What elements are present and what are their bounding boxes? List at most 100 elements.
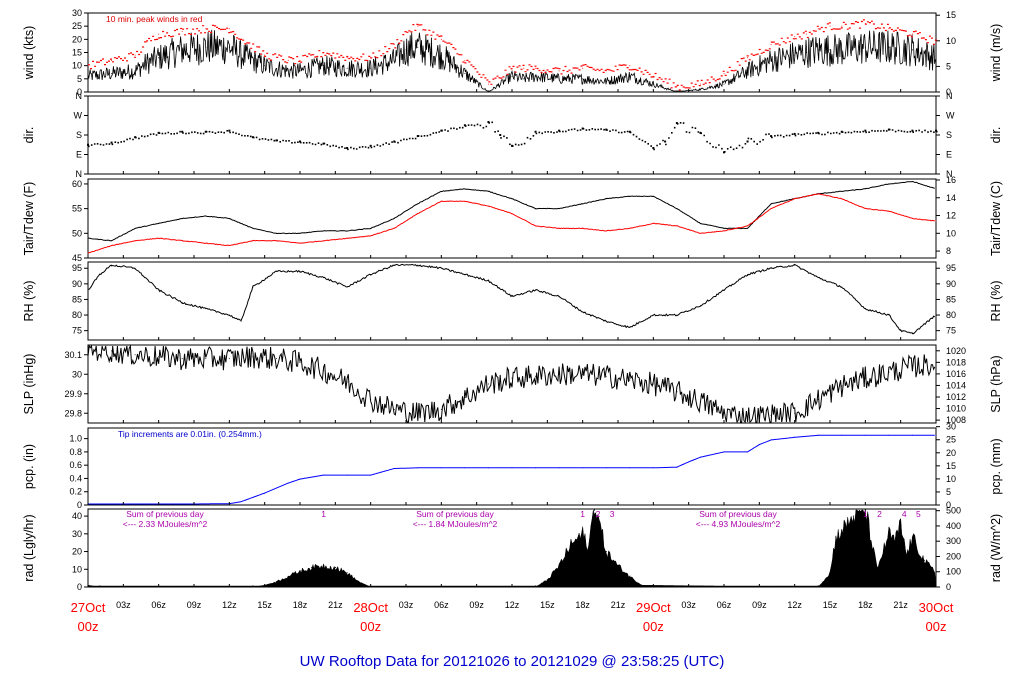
data-point-slp [87, 348, 89, 350]
data-point-slp [535, 375, 537, 377]
data-point-dir [864, 129, 867, 132]
data-point-wind [558, 78, 560, 80]
chart-title: UW Rooftop Data for 20121026 to 20121029… [300, 653, 725, 670]
day-note-line1: Sum of previous day [416, 509, 494, 519]
day-label-hour: 00z [360, 619, 381, 634]
data-point-temp [676, 225, 678, 227]
data-point-dir [157, 131, 160, 134]
data-point-slp [699, 401, 701, 403]
x-tick-label: 15z [257, 600, 272, 610]
y-tick-label-left-dir: N [76, 91, 83, 101]
data-point-rh [181, 302, 183, 304]
data-point-rad [835, 536, 837, 538]
y-tick-label-right-slp: 1012 [946, 392, 966, 402]
data-point-wind [158, 33, 160, 35]
y-tick-label-left-pcp: 0 [77, 500, 82, 510]
data-point-temp [487, 205, 489, 207]
data-point-rad [252, 585, 254, 587]
data-point-slp [205, 358, 207, 360]
data-point-pcp [346, 474, 348, 476]
data-point-wind [829, 49, 831, 51]
data-point-wind [158, 57, 160, 59]
y-tick-label-left-wind: 10 [72, 61, 82, 71]
data-point-wind [582, 67, 584, 69]
radiation-marker: 1 [863, 509, 868, 519]
y-axis-label-right-temp: Tair/Tdew (C) [989, 181, 1003, 256]
day-label-date: 28Oct [353, 600, 388, 615]
y-tick-label-left-slp: 30 [72, 369, 82, 379]
data-point-dir [87, 143, 89, 146]
data-point-rad [311, 566, 313, 569]
x-tick-label: 18z [858, 600, 873, 610]
data-point-wind [523, 78, 525, 80]
data-point-temp [652, 195, 654, 197]
data-point-slp [464, 397, 466, 399]
y-tick-label-left-rh: 95 [72, 263, 82, 273]
radiation-marker: 2 [877, 509, 882, 519]
data-point-rad [99, 585, 101, 587]
data-point-wind [87, 65, 89, 67]
data-point-dir [204, 130, 207, 133]
data-point-rh [652, 314, 654, 316]
data-point-temp [935, 220, 937, 222]
y-tick-label-right-pcp: 25 [946, 435, 956, 445]
data-point-pcp [464, 467, 466, 469]
data-point-temp [158, 237, 160, 239]
data-point-wind [535, 67, 537, 69]
y-tick-label-right-rad: 200 [946, 551, 961, 561]
data-point-temp [558, 208, 560, 210]
data-point-wind [487, 83, 489, 85]
y-tick-label-right-wind: 15 [946, 10, 956, 20]
y-axis-label-right-pcp: pcp. (mm) [989, 438, 1003, 494]
data-point-rad [334, 566, 336, 569]
data-point-slp [228, 358, 230, 360]
data-point-slp [275, 358, 277, 360]
data-point-wind [228, 28, 230, 30]
y-tick-label-left-dir: W [74, 111, 83, 121]
data-point-rad [558, 565, 560, 567]
data-point-rad [817, 585, 819, 587]
day-label-hour: 00z [926, 619, 947, 634]
data-point-dir [664, 140, 667, 143]
data-point-wind [240, 54, 242, 56]
data-point-temp [205, 215, 207, 217]
data-point-pcp [240, 501, 242, 503]
y-tick-label-right-rh: 80 [946, 310, 956, 320]
data-point-temp [864, 208, 866, 210]
data-point-rh [158, 289, 160, 291]
data-point-rh [900, 330, 902, 332]
data-point-temp [629, 195, 631, 197]
x-tick-label: 18z [293, 600, 308, 610]
day-label-date: 30Oct [919, 600, 954, 615]
data-point-pcp [817, 434, 819, 436]
data-point-wind [817, 28, 819, 30]
x-tick-label: 18z [575, 600, 590, 610]
data-point-slp [252, 356, 254, 358]
data-point-temp [275, 240, 277, 242]
data-point-pcp [393, 467, 395, 469]
data-point-rh [205, 308, 207, 310]
y-tick-label-right-pcp: 0 [946, 500, 951, 510]
x-tick-label: 03z [116, 600, 131, 610]
day-note-line2: <--- 4.93 MJoules/m^2 [696, 519, 781, 529]
data-point-wind [805, 33, 807, 35]
data-point-slp [558, 373, 560, 375]
y-tick-label-left-wind: 25 [72, 21, 82, 31]
data-point-temp [723, 230, 725, 232]
y-tick-label-right-rad: 300 [946, 536, 961, 546]
x-tick-label: 03z [399, 600, 414, 610]
data-point-rh [582, 311, 584, 313]
data-point-wind [287, 59, 289, 61]
data-point-rad [900, 524, 902, 526]
data-point-temp [841, 198, 843, 200]
data-point-rh [228, 314, 230, 316]
panel-annotation-pcp: Tip increments are 0.01in. (0.254mm.) [118, 429, 262, 439]
data-point-wind [747, 57, 749, 59]
y-axis-label-left-rad: rad (Lgly/hr) [22, 514, 36, 581]
data-point-dir [911, 129, 914, 132]
data-point-rh [87, 289, 89, 291]
data-point-temp [699, 232, 701, 234]
data-point-slp [299, 362, 301, 364]
data-point-slp [888, 371, 890, 373]
y-tick-label-left-temp: 45 [72, 253, 82, 263]
